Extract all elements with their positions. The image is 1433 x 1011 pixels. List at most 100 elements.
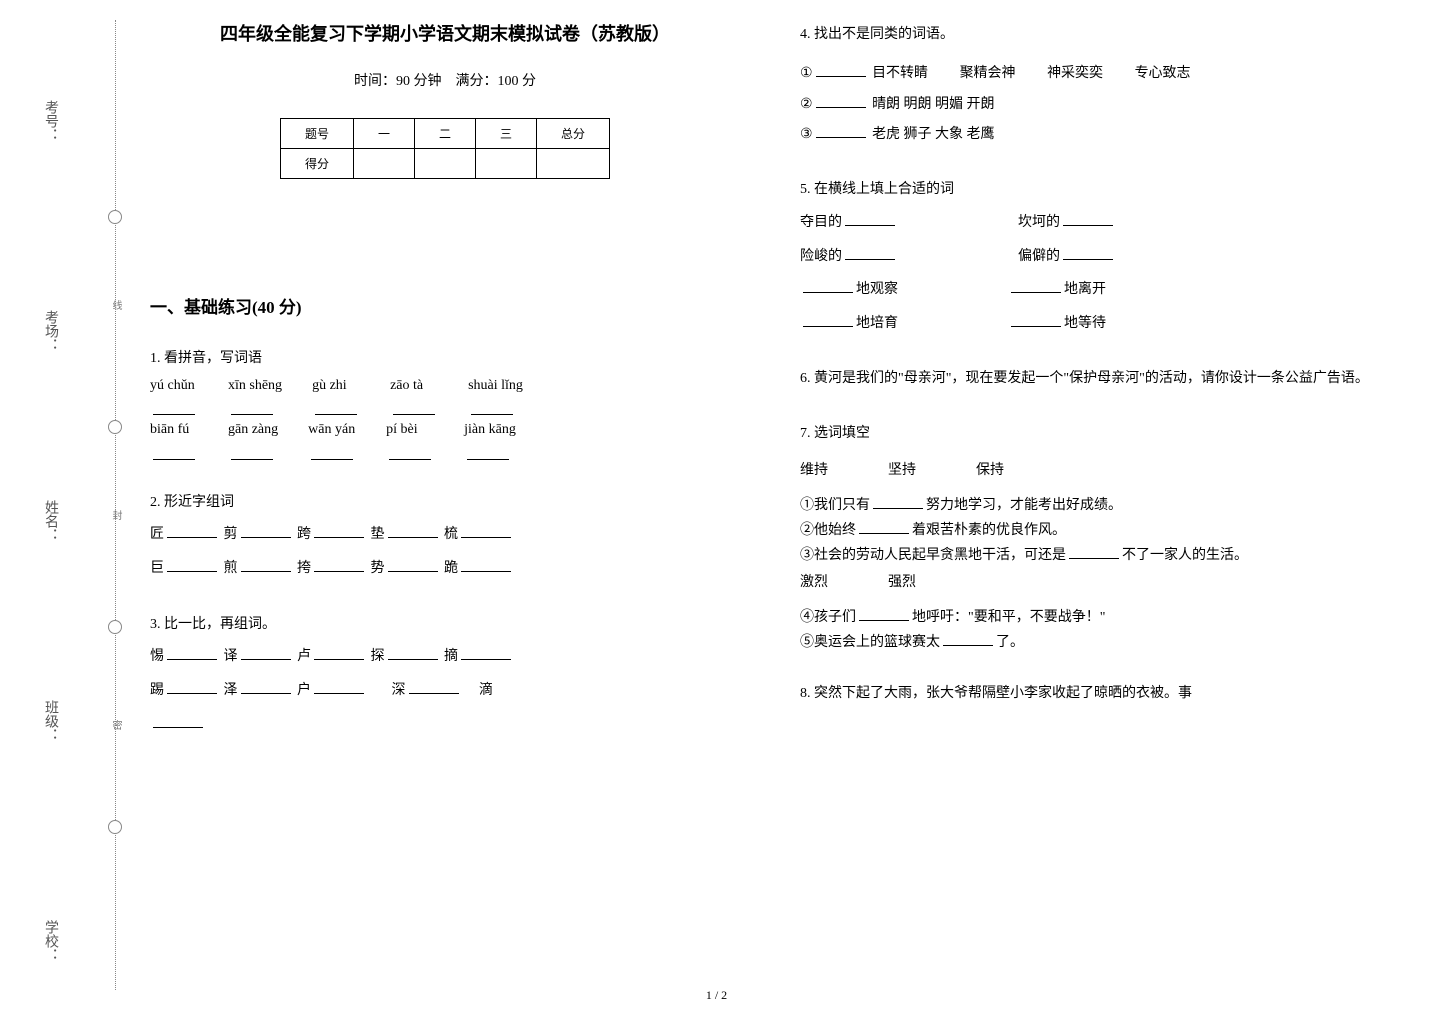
q2-title: 2. 形近字组词 (150, 488, 740, 519)
opt: 强烈 (888, 568, 916, 599)
cut-char: 密 (108, 720, 123, 733)
char: 深 (392, 683, 406, 698)
q5-row3a: 地观察 地离开 (800, 273, 1390, 307)
opt: 老虎 狮子 大象 老鹰 (872, 127, 995, 142)
cut-char: 封 (108, 510, 123, 523)
opt: 激烈 (800, 568, 828, 599)
txt: ④孩子们 (800, 610, 856, 625)
blank (461, 522, 511, 538)
td (414, 149, 475, 179)
q7-group1: 维持 坚持 保持 (800, 456, 1390, 487)
q8-title: 8. 突然下起了大雨，张大爷帮隔壁小李家收起了晾晒的衣被。事 (800, 686, 1192, 701)
char: 跪 (444, 561, 458, 576)
blank (461, 556, 511, 572)
blank (461, 644, 511, 660)
q5: 5. 在横线上填上合适的词 夺目的 坎坷的 险峻的 偏僻的 地观察 地离开 地培… (800, 175, 1390, 340)
q4-title: 4. 找出不是同类的词语。 (800, 20, 1390, 51)
txt: 地呼吁："要和平，不要战争！" (912, 610, 1105, 625)
word: 偏僻的 (1018, 249, 1060, 264)
q5-row2: 险峻的 偏僻的 (800, 240, 1390, 274)
blank (845, 244, 895, 260)
blank (241, 644, 291, 660)
q5-row1: 夺目的 坎坷的 (800, 206, 1390, 240)
blank (241, 556, 291, 572)
q6-title: 6. 黄河是我们的"母亲河"，现在要发起一个"保护母亲河"的活动，请你设计一条公… (800, 371, 1369, 386)
pinyin: gān zàng (228, 419, 278, 441)
char: 户 (297, 683, 311, 698)
pinyin: wān yán (308, 419, 355, 441)
blank (859, 518, 909, 534)
table-row: 题号 一 二 三 总分 (280, 119, 609, 149)
q3-row2: 踢 泽 户 深 滴 (150, 674, 740, 741)
q7-lines1: ①我们只有努力地学习，才能考出好成绩。 ②他始终着艰苦朴素的优良作风。 ③社会的… (800, 493, 1390, 569)
blank (467, 444, 509, 460)
opt: 坚持 (888, 456, 916, 487)
left-column: 四年级全能复习下学期小学语文期末模拟试卷（苏教版） 时间：90 分钟 满分：10… (150, 20, 740, 747)
circle-mark (108, 620, 122, 634)
time-label: 时间：90 分钟 (354, 74, 442, 89)
opt: 神采奕奕 (1047, 66, 1103, 81)
q4-line3: ③ 老虎 狮子 大象 老鹰 (800, 120, 1390, 151)
pinyin: xīn shēng (228, 375, 282, 397)
opt-num: ③ (800, 127, 813, 142)
char: 跨 (297, 527, 311, 542)
char: 巨 (150, 561, 164, 576)
blank (241, 522, 291, 538)
blank (153, 399, 195, 415)
pinyin: yú chǔn (150, 375, 195, 397)
blank (1063, 244, 1113, 260)
opt-num: ① (800, 66, 813, 81)
th: 一 (353, 119, 414, 149)
char: 泽 (224, 683, 238, 698)
q7: 7. 选词填空 维持 坚持 保持 ①我们只有努力地学习，才能考出好成绩。 ②他始… (800, 419, 1390, 655)
blank (167, 644, 217, 660)
char: 摘 (444, 649, 458, 664)
binding-label-class: 班级： (40, 700, 60, 742)
blank (388, 556, 438, 572)
q3: 3. 比一比，再组词。 惕 译 卢 探 摘 踢 泽 户 深 滴 (150, 610, 740, 742)
opt: 维持 (800, 456, 828, 487)
char: 滴 (479, 683, 493, 698)
binding-label-exam-id: 考号： (40, 100, 60, 142)
blank (873, 493, 923, 509)
table-row: 得分 (280, 149, 609, 179)
q5-title: 5. 在横线上填上合适的词 (800, 175, 1390, 206)
char: 煎 (224, 561, 238, 576)
char: 梳 (444, 527, 458, 542)
blank (167, 556, 217, 572)
pinyin: jiàn kāng (464, 419, 516, 441)
q5-row3b: 地培育 地等待 (800, 307, 1390, 341)
opt: 保持 (976, 456, 1004, 487)
word: 地观察 (856, 282, 898, 297)
th: 二 (414, 119, 475, 149)
blank (816, 92, 866, 108)
content: 四年级全能复习下学期小学语文期末模拟试卷（苏教版） 时间：90 分钟 满分：10… (150, 20, 1410, 747)
q3-title: 3. 比一比，再组词。 (150, 610, 740, 641)
blank (153, 712, 203, 728)
blank (314, 678, 364, 694)
txt: ①我们只有 (800, 498, 870, 513)
txt: ②他始终 (800, 523, 856, 538)
q2: 2. 形近字组词 匠 剪 跨 垫 梳 巨 煎 挎 势 跪 (150, 488, 740, 586)
blank (1011, 311, 1061, 327)
txt: 着艰苦朴素的优良作风。 (912, 523, 1066, 538)
blank (845, 210, 895, 226)
th: 题号 (280, 119, 353, 149)
td (353, 149, 414, 179)
pinyin: gù zhi (312, 375, 347, 397)
word: 地培育 (856, 316, 898, 331)
q1-title: 1. 看拼音，写词语 (150, 344, 740, 375)
q2-row1: 匠 剪 跨 垫 梳 (150, 518, 740, 552)
blank (314, 556, 364, 572)
char: 卢 (297, 649, 311, 664)
circle-mark (108, 420, 122, 434)
blank (1069, 543, 1119, 559)
q7-lines2: ④孩子们地呼吁："要和平，不要战争！" ⑤奥运会上的篮球赛太了。 (800, 605, 1390, 655)
th: 总分 (537, 119, 610, 149)
right-column: 4. 找出不是同类的词语。 ① 目不转睛 聚精会神 神采奕奕 专心致志 ② 晴朗… (800, 20, 1390, 747)
score-label: 满分：100 分 (456, 74, 537, 89)
char: 踢 (150, 683, 164, 698)
circle-mark (108, 210, 122, 224)
td (476, 149, 537, 179)
q1: 1. 看拼音，写词语 yú chǔn xīn shēng gù zhi zāo … (150, 344, 740, 464)
